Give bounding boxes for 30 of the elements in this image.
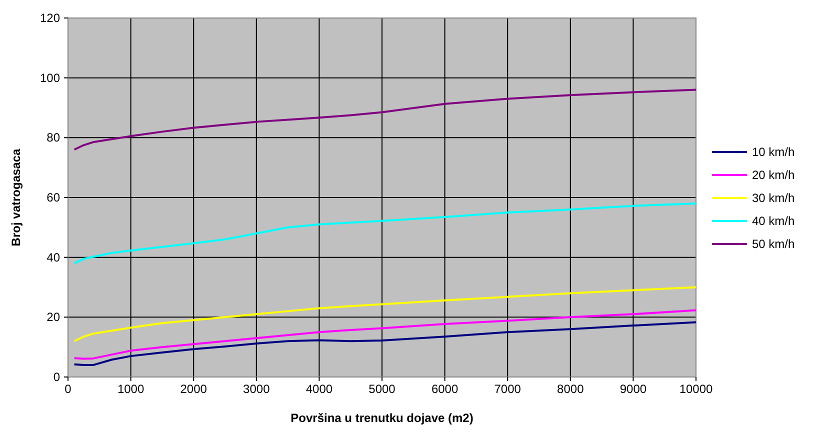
y-tick-label: 0 <box>53 370 60 384</box>
x-tick-label: 6000 <box>431 382 458 396</box>
x-tick-label: 4000 <box>306 382 333 396</box>
x-tick-label: 5000 <box>368 382 396 396</box>
y-tick-label: 120 <box>40 11 60 25</box>
y-tick-label: 40 <box>46 250 60 264</box>
y-axis-title: Broj vatrogasaca <box>9 148 23 246</box>
line-series <box>73 321 697 366</box>
x-axis-title: Površina u trenutku dojave (m2) <box>290 411 474 425</box>
x-tick-label: 8000 <box>557 382 584 396</box>
x-tick-label: 0 <box>64 382 72 396</box>
x-tick-label: 10000 <box>679 382 714 396</box>
legend-label: 50 km/h <box>752 237 795 251</box>
legend-label: 20 km/h <box>752 168 795 182</box>
legend-label: 40 km/h <box>752 214 795 228</box>
x-tick-label: 9000 <box>620 382 647 396</box>
line-series <box>73 309 697 360</box>
legend-label: 30 km/h <box>752 191 795 205</box>
y-tick-label: 100 <box>40 70 60 85</box>
line-series <box>73 202 697 264</box>
y-tick-label: 60 <box>46 190 60 204</box>
x-tick-label: 7000 <box>494 382 522 396</box>
line-series <box>73 286 697 342</box>
x-tick-label: 1000 <box>117 382 144 396</box>
line-series <box>73 88 697 151</box>
legend-label: 10 km/h <box>752 145 795 159</box>
y-tick-label: 20 <box>46 310 60 324</box>
y-tick-label: 80 <box>46 130 60 145</box>
x-tick-label: 3000 <box>243 382 270 396</box>
x-tick-label: 2000 <box>180 382 208 396</box>
